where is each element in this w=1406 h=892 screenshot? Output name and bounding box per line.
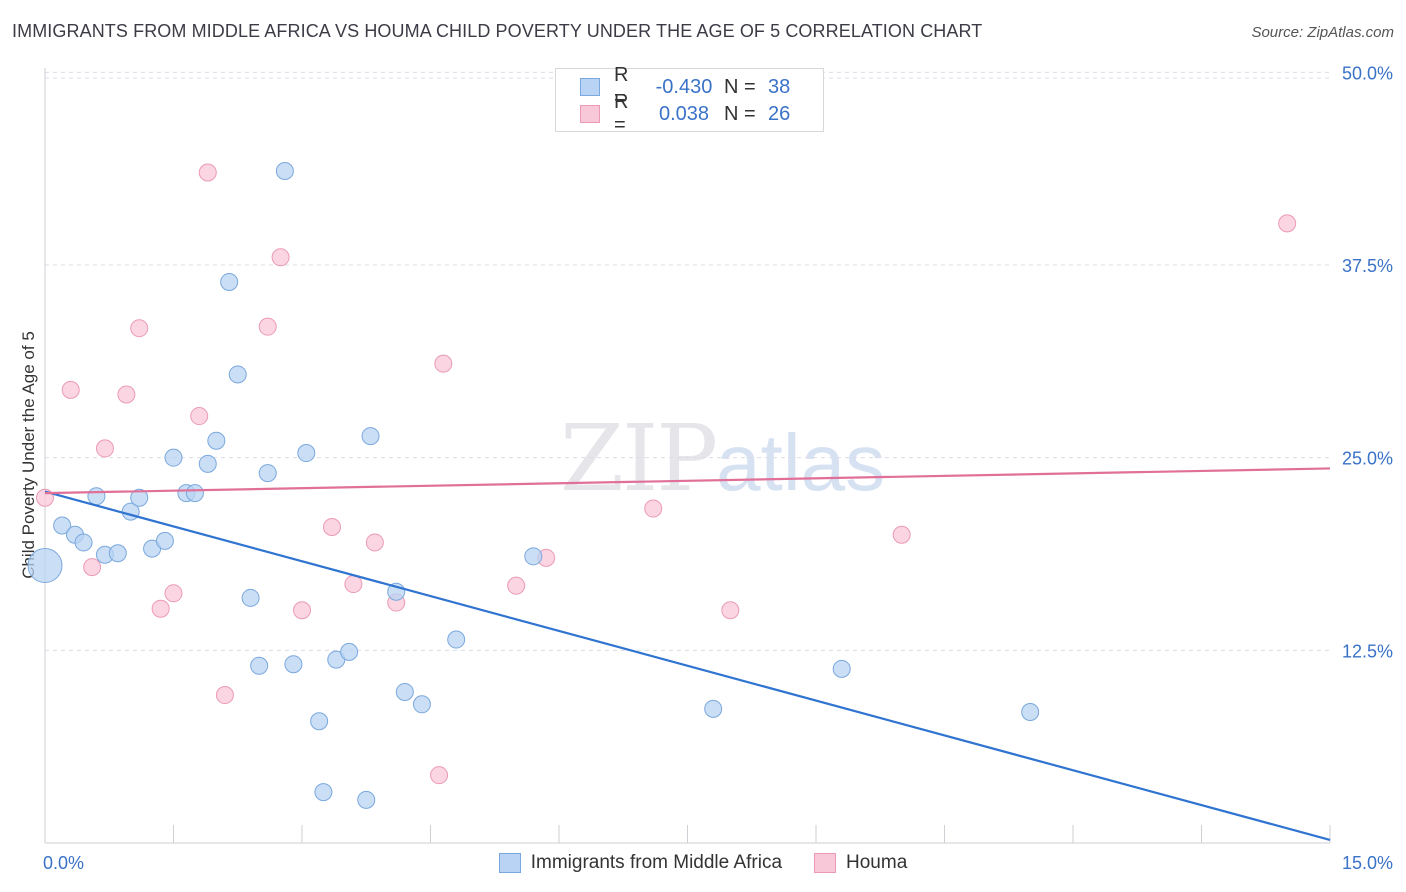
point-middle-africa xyxy=(130,488,149,507)
legend-swatch-pink xyxy=(814,853,837,873)
point-middle-africa xyxy=(524,547,543,566)
legend-row-pink: R = 0.038 N = 26 xyxy=(580,91,791,136)
point-houma xyxy=(365,533,384,552)
point-middle-africa xyxy=(74,533,93,552)
source-label: Source: ZipAtlas.com xyxy=(1251,24,1394,41)
point-houma xyxy=(644,499,663,518)
point-houma xyxy=(151,599,170,618)
point-middle-africa xyxy=(53,516,72,535)
legend-r-value: 0.038 xyxy=(658,102,710,125)
trendline-houma xyxy=(44,467,1331,495)
point-houma xyxy=(190,407,209,426)
point-houma xyxy=(430,766,449,785)
point-houma xyxy=(892,525,911,544)
legend-item-houma: Houma xyxy=(814,852,907,874)
point-houma xyxy=(434,354,453,373)
y-tick-label: 12.5% xyxy=(1342,641,1393,661)
series-legend: Immigrants from Middle Africa Houma xyxy=(0,852,1406,874)
point-middle-africa xyxy=(198,454,217,473)
legend-swatch-pink xyxy=(580,105,600,123)
point-houma xyxy=(95,439,114,458)
legend-n-value: 26 xyxy=(768,102,791,125)
watermark-zip: ZIP xyxy=(560,405,718,512)
legend-row-blue: R = -0.430 N = 38 xyxy=(580,64,791,109)
point-middle-africa xyxy=(314,783,333,802)
legend-label-middle-africa: Immigrants from Middle Africa xyxy=(530,852,783,873)
correlation-legend: R = -0.430 N = 38 R = 0.038 N = 26 xyxy=(555,64,824,136)
legend-n-value: 38 xyxy=(768,75,791,98)
point-houma xyxy=(344,575,363,594)
point-middle-africa xyxy=(207,431,226,450)
y-tick-label: 37.5% xyxy=(1342,256,1393,276)
legend-item-middle-africa: Immigrants from Middle Africa xyxy=(498,852,783,874)
trendline-middle-africa xyxy=(44,490,1331,841)
point-middle-africa xyxy=(258,464,277,483)
legend-r-value: -0.430 xyxy=(655,75,713,98)
point-houma xyxy=(258,317,277,336)
point-houma xyxy=(322,518,341,537)
point-houma xyxy=(130,319,149,338)
legend-n-label: N = xyxy=(724,102,756,125)
point-houma xyxy=(117,385,136,404)
point-houma xyxy=(198,163,217,182)
point-middle-africa xyxy=(108,544,127,563)
y-tick-label: 50.0% xyxy=(1342,63,1393,83)
point-middle-africa xyxy=(1021,702,1040,721)
point-middle-africa xyxy=(357,790,376,809)
point-middle-africa xyxy=(395,682,414,701)
point-houma xyxy=(271,248,290,267)
point-middle-africa xyxy=(832,659,851,678)
chart-title: IMMIGRANTS FROM MIDDLE AFRICA VS HOUMA C… xyxy=(12,21,983,41)
legend-n-label: N = xyxy=(724,75,756,98)
legend-label-houma: Houma xyxy=(846,852,908,873)
point-houma xyxy=(293,601,311,620)
point-middle-africa xyxy=(275,161,294,180)
point-houma xyxy=(507,576,526,595)
legend-swatch-blue xyxy=(580,78,600,96)
x-tick-label: 15.0% xyxy=(1342,853,1393,873)
point-middle-africa xyxy=(228,365,247,384)
legend-swatch-blue xyxy=(498,853,521,873)
point-middle-africa xyxy=(284,655,303,674)
x-tick-label: 0.0% xyxy=(43,853,84,873)
point-houma xyxy=(721,601,740,620)
point-houma xyxy=(1278,214,1297,233)
point-houma xyxy=(61,380,80,399)
point-middle-africa xyxy=(220,272,239,291)
point-middle-africa xyxy=(310,712,329,731)
point-houma xyxy=(83,558,102,577)
point-middle-africa xyxy=(447,630,466,649)
point-middle-africa xyxy=(297,444,316,463)
watermark: ZIPatlas xyxy=(560,405,885,512)
point-middle-africa xyxy=(164,448,183,467)
y-tick-label: 25.0% xyxy=(1342,449,1393,469)
point-middle-africa xyxy=(250,656,269,675)
legend-r-label: R = xyxy=(614,91,629,136)
point-middle-africa xyxy=(185,484,204,503)
point-houma xyxy=(164,584,183,603)
legend-r-label: R = xyxy=(614,64,629,109)
point-middle-africa xyxy=(87,487,106,506)
point-middle-africa xyxy=(412,695,431,714)
point-houma xyxy=(215,686,234,705)
point-middle-africa xyxy=(27,548,63,584)
point-middle-africa xyxy=(340,642,359,661)
point-middle-africa xyxy=(155,531,174,550)
point-middle-africa xyxy=(704,699,723,718)
point-middle-africa xyxy=(241,588,260,607)
watermark-atlas: atlas xyxy=(716,418,886,507)
point-middle-africa xyxy=(361,427,380,446)
